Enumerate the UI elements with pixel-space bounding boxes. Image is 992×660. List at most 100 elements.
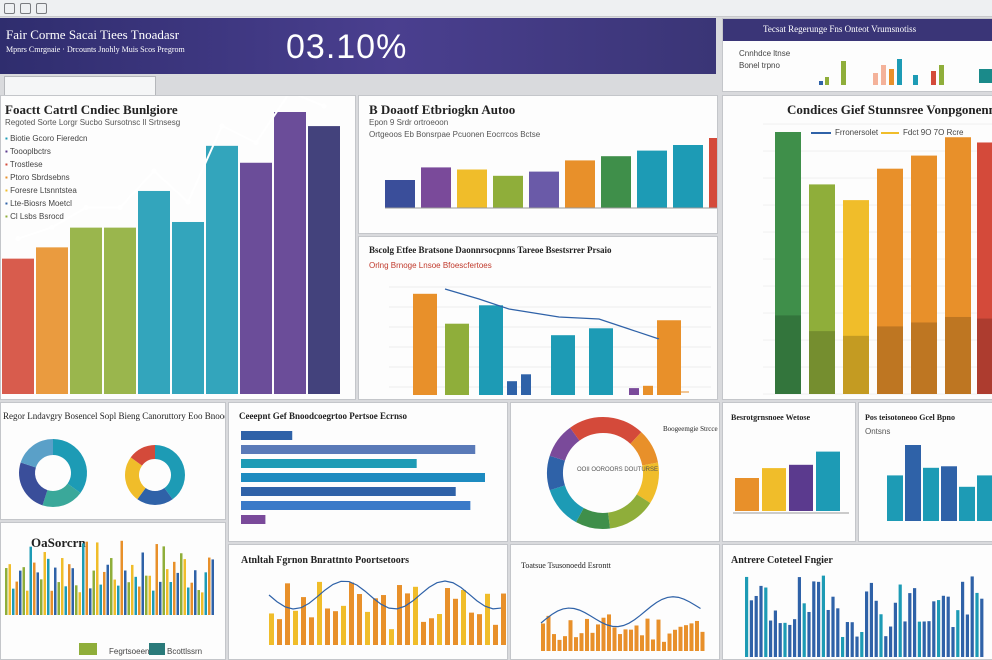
bar <box>905 445 921 521</box>
bar <box>977 475 992 521</box>
bar <box>975 592 979 657</box>
panel-7: Boogeemgie Strcce OOII OOROORS DOUTURSE <box>510 402 720 542</box>
panel-2: B Doaotf Etbriogkn Autoo Epon 9 Srdr ort… <box>358 95 718 234</box>
bar <box>802 603 806 657</box>
bar-segment <box>775 315 801 394</box>
bar <box>917 621 921 657</box>
bar <box>775 132 801 394</box>
legend-swatch <box>79 643 97 655</box>
bar <box>860 631 864 657</box>
bar <box>657 320 681 395</box>
bar <box>855 636 859 657</box>
bar <box>959 486 975 521</box>
bar <box>26 590 29 615</box>
panel-1-title: Foactt Catrtl Cndiec Bunlgiore <box>5 102 178 117</box>
bar <box>643 385 653 395</box>
bar <box>479 305 503 395</box>
bar <box>138 190 170 394</box>
bar <box>309 617 314 645</box>
bar <box>397 585 402 645</box>
point <box>219 123 225 129</box>
bar <box>579 633 584 651</box>
panel-4: Condices Gief Stunnsree Vonpgonennone Fr… <box>722 95 992 400</box>
bar <box>812 581 816 657</box>
donut-chart-1 <box>18 439 87 507</box>
bar <box>865 591 869 657</box>
point <box>321 103 327 109</box>
bar <box>241 487 456 496</box>
bar <box>64 586 67 615</box>
ring-center-label: OOII OOROORS DOUTURSE <box>577 467 659 473</box>
bar <box>445 588 450 645</box>
bar <box>113 579 116 615</box>
panel-top-right-title: Tecsat Regerunge Fns Onteot Vrumsnotiss <box>763 24 917 34</box>
bar <box>843 200 869 394</box>
bar <box>183 559 186 615</box>
bar <box>745 576 749 657</box>
panel-4-title: Condices Gief Stunnsree Vonpgonennone <box>787 102 992 117</box>
bar <box>15 581 18 615</box>
chart-4 <box>763 123 992 395</box>
panel-2-legend: Ortgeoos Eb Bonsrpae Pcuonen Eocrrcos Bc… <box>369 130 541 139</box>
bar <box>117 585 120 615</box>
slice <box>603 417 642 444</box>
bar <box>461 589 466 645</box>
panel-6: Ceeepnt Gef Bnoodcoegrtoo Pertsoe Ecrnso <box>228 402 508 542</box>
bar <box>208 557 211 615</box>
top-right-bars <box>819 59 992 85</box>
back-icon[interactable] <box>4 3 15 14</box>
bar <box>565 160 595 208</box>
bar <box>293 610 298 645</box>
bar <box>493 624 498 645</box>
bar <box>826 609 830 657</box>
bar <box>637 150 667 208</box>
bar <box>285 583 290 645</box>
refresh-icon[interactable] <box>20 3 31 14</box>
bar <box>754 595 758 657</box>
bar <box>877 168 903 394</box>
bar <box>22 567 25 615</box>
legend-4: Ptoro Sbrdsebns <box>10 173 70 182</box>
bar <box>5 568 8 615</box>
bar-segment <box>977 318 992 394</box>
bar <box>667 633 672 651</box>
panel-5: Regor Lndavgry Bosencel Sopl Bieng Canor… <box>0 402 226 520</box>
bar <box>965 614 969 657</box>
bar <box>134 576 137 615</box>
window-titlebar <box>0 0 992 17</box>
slice <box>130 445 155 466</box>
point <box>83 205 89 211</box>
bar <box>783 622 787 657</box>
bar <box>71 568 74 615</box>
panel-8: Besrotgrnsnoee Wetose <box>722 402 856 542</box>
donut-chart-2 <box>125 445 185 505</box>
bar <box>437 614 442 645</box>
bar <box>180 553 183 615</box>
bar <box>946 596 950 657</box>
bar <box>552 634 556 651</box>
slice <box>155 445 185 500</box>
bar-segment <box>945 316 971 394</box>
edit-icon[interactable] <box>36 3 47 14</box>
legend-3: Trostlese <box>9 160 43 169</box>
panel-5-title: Regor Lndavgry Bosencel Sopl Bieng Canor… <box>3 411 226 421</box>
bar <box>413 293 437 395</box>
bar <box>241 459 417 468</box>
slice <box>53 439 87 493</box>
slice <box>608 494 651 529</box>
bar <box>821 575 825 657</box>
bar <box>908 593 912 657</box>
bar <box>563 636 567 651</box>
bar <box>50 590 53 615</box>
panel-3-subtitle: Orlng Brnoge Lnsoe Bfoescfertoes <box>369 261 492 270</box>
bar <box>951 627 955 657</box>
bar <box>36 572 39 615</box>
bar <box>836 608 840 657</box>
series-line <box>540 596 701 628</box>
bar <box>922 621 926 657</box>
bar <box>629 629 633 651</box>
bar <box>937 600 941 657</box>
panel-8-title: Besrotgrnsnoee Wetose <box>731 413 811 422</box>
bar <box>96 542 99 615</box>
bar <box>469 612 474 645</box>
